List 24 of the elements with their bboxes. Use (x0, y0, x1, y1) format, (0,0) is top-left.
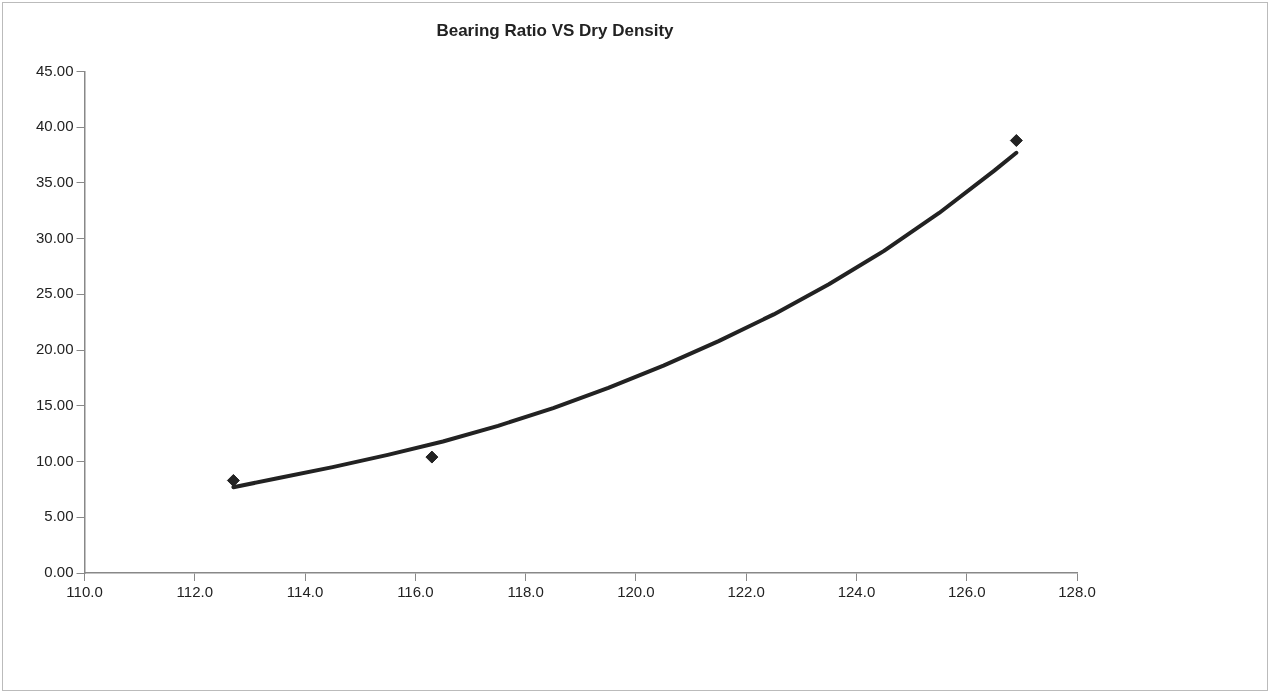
y-tick-label: 25.00 (35, 284, 74, 302)
y-tick-label: 40.00 (35, 117, 74, 135)
point (425, 450, 439, 464)
y-tick-label: 10.00 (35, 451, 74, 469)
y-tick-label: 45.00 (35, 61, 74, 79)
x-tick-label: 114.0 (286, 583, 324, 601)
y-tick-label: 5.00 (44, 507, 74, 525)
point (226, 473, 240, 487)
x-tick-label: 124.0 (837, 583, 876, 601)
x-tick-label: 128.0 (1058, 583, 1096, 601)
y-tick-label: 20.00 (35, 340, 74, 358)
x-tick-label: 116.0 (397, 583, 434, 601)
point (1009, 134, 1023, 148)
x-tick-label: 110.0 (66, 583, 103, 601)
x-tick-label: 118.0 (507, 583, 544, 601)
x-tick-label: 120.0 (617, 583, 655, 601)
x-tick-label: 122.0 (727, 583, 765, 601)
x-tick-label: 112.0 (176, 583, 214, 601)
chart-title: Bearing Ratio VS Dry Density (436, 20, 675, 40)
y-tick-label: 15.00 (35, 395, 74, 413)
y-tick-label: 30.00 (35, 228, 74, 246)
y-tick-label: 0.00 (44, 563, 74, 581)
y-tick-label: 35.00 (35, 173, 74, 191)
x-tick-label: 126.0 (947, 583, 986, 601)
